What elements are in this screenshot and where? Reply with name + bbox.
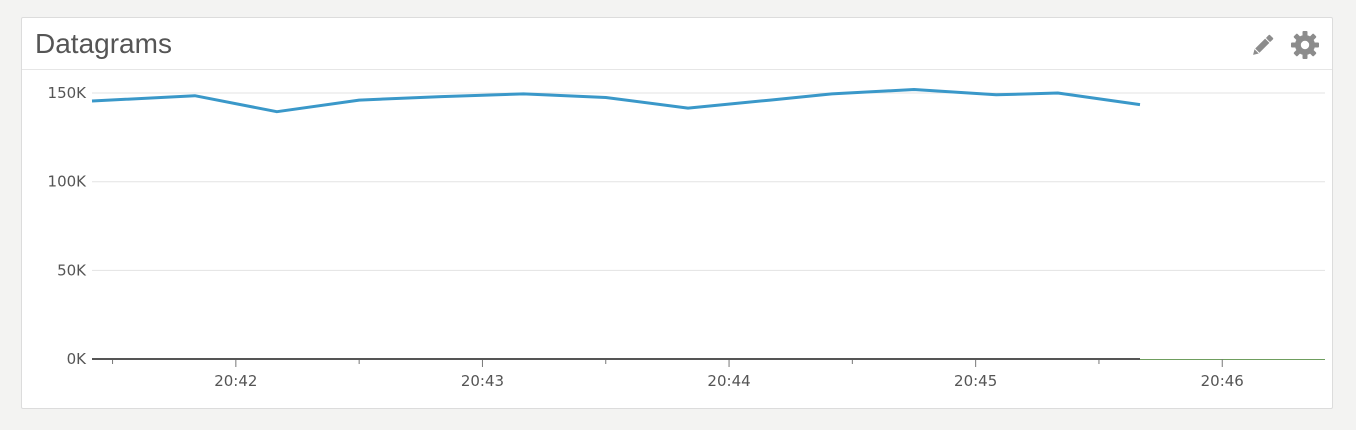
data-point [275, 110, 279, 114]
pencil-icon[interactable] [1248, 30, 1278, 60]
data-point [768, 98, 772, 102]
data-point [90, 357, 94, 361]
data-point [522, 92, 526, 96]
datagrams-line-chart: 0K 50K 100K 150K 20:42 20:43 20:44 20:45 20:46 [48, 84, 1325, 390]
data-point [193, 94, 197, 98]
panel-title: Datagrams [35, 28, 172, 59]
x-tick-label: 20:43 [461, 372, 504, 390]
y-tick-label: 0K [67, 350, 88, 368]
series-line-datagrams [91, 88, 1141, 114]
panel-header: Datagrams [22, 18, 1332, 70]
y-tick-label: 50K [57, 261, 87, 279]
x-tick-label: 20:42 [214, 372, 257, 390]
grid-lines [92, 92, 1325, 271]
gear-icon[interactable] [1290, 30, 1320, 60]
data-point [912, 88, 916, 92]
data-point [994, 93, 998, 97]
data-point [357, 98, 361, 102]
x-tick-label: 20:45 [954, 372, 997, 390]
x-axis: 20:42 20:43 20:44 20:45 20:46 [92, 359, 1325, 390]
x-tick-label: 20:46 [1201, 372, 1244, 390]
y-tick-label: 100K [48, 173, 88, 191]
data-point [604, 95, 608, 99]
chart-area: 0K 50K 100K 150K 20:42 20:43 20:44 20:45 20:46 [22, 70, 1332, 408]
data-point [830, 92, 834, 96]
y-axis: 0K 50K 100K 150K [48, 84, 88, 368]
data-point [1138, 357, 1142, 361]
x-tick-label: 20:44 [707, 372, 750, 390]
data-point [439, 95, 443, 99]
data-point [1138, 103, 1142, 107]
data-point [1056, 91, 1060, 95]
series-layer [90, 88, 1142, 361]
data-point [686, 106, 690, 110]
y-tick-label: 150K [48, 84, 88, 102]
datagrams-panel: Datagrams 0K 50K 100K 150K 20:42 20:43 20:44 2 [21, 17, 1333, 409]
data-point [90, 99, 94, 103]
